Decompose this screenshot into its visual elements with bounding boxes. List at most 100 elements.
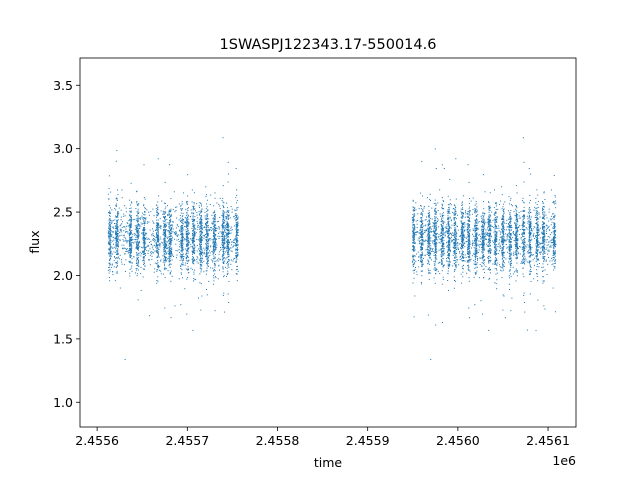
data-point	[199, 251, 201, 253]
data-point	[207, 258, 209, 260]
data-point	[157, 238, 159, 240]
data-point	[150, 251, 152, 253]
data-point	[156, 248, 158, 250]
data-point	[428, 212, 430, 214]
data-point	[146, 237, 148, 239]
data-point	[441, 213, 443, 215]
data-point	[133, 233, 135, 235]
data-point	[413, 236, 415, 238]
data-point	[447, 264, 449, 266]
data-point	[142, 234, 144, 236]
data-point	[413, 245, 415, 247]
data-point	[181, 240, 183, 242]
data-point	[496, 249, 498, 251]
data-point	[217, 260, 219, 262]
data-point	[136, 229, 138, 231]
data-point	[110, 247, 112, 249]
data-point	[192, 241, 194, 243]
data-point	[412, 224, 414, 226]
data-point	[181, 220, 183, 222]
data-point	[174, 231, 176, 233]
data-point	[474, 230, 476, 232]
data-point	[469, 317, 471, 319]
data-point	[222, 247, 224, 249]
data-point	[169, 247, 171, 249]
data-point	[207, 247, 209, 249]
data-point	[156, 235, 158, 237]
data-point	[130, 215, 132, 217]
data-point	[205, 227, 207, 229]
data-point	[467, 247, 469, 249]
data-point	[184, 216, 186, 218]
data-point	[222, 249, 224, 251]
data-point	[474, 222, 476, 224]
data-point	[193, 220, 195, 222]
data-point	[433, 202, 435, 204]
data-point	[143, 234, 145, 236]
data-point	[428, 278, 430, 280]
data-point	[180, 257, 182, 259]
data-point	[109, 249, 111, 251]
data-point	[129, 204, 131, 206]
data-point	[453, 251, 455, 253]
data-point	[461, 213, 463, 215]
data-point	[137, 269, 139, 271]
data-point	[138, 242, 140, 244]
data-point	[462, 242, 464, 244]
data-point	[136, 269, 138, 271]
data-point	[476, 218, 478, 220]
data-point	[228, 225, 230, 227]
data-point	[196, 212, 198, 213]
data-point	[110, 267, 112, 268]
data-point	[168, 223, 170, 225]
data-point	[152, 230, 154, 232]
data-point	[137, 220, 139, 222]
data-point	[191, 250, 193, 252]
data-point	[209, 250, 211, 252]
data-point	[182, 236, 184, 238]
data-point	[200, 230, 202, 232]
data-point	[436, 268, 438, 270]
data-point	[223, 217, 225, 219]
data-point	[429, 198, 431, 200]
data-point	[448, 221, 450, 223]
data-point	[143, 268, 145, 270]
data-point	[137, 212, 139, 214]
data-point	[422, 222, 424, 224]
data-point	[455, 251, 457, 253]
data-point	[447, 230, 449, 232]
data-point	[455, 265, 457, 267]
data-point	[187, 210, 189, 212]
data-point	[454, 242, 456, 244]
data-point	[420, 260, 422, 262]
data-point	[420, 246, 422, 248]
data-point	[144, 247, 146, 249]
data-point	[440, 254, 442, 256]
data-point	[129, 257, 131, 259]
data-point	[441, 263, 443, 265]
data-point	[185, 253, 187, 255]
data-point	[227, 246, 229, 248]
data-point	[164, 256, 166, 258]
data-point	[469, 246, 471, 248]
data-point	[163, 240, 165, 242]
data-point	[482, 222, 484, 224]
data-point	[236, 229, 238, 231]
data-point	[210, 259, 212, 261]
data-point	[441, 207, 443, 209]
data-point	[187, 240, 189, 242]
data-point	[206, 227, 208, 229]
data-point	[130, 248, 132, 250]
data-point	[187, 216, 189, 218]
data-point	[156, 219, 158, 221]
data-point	[434, 231, 436, 233]
data-point	[181, 249, 183, 251]
data-point	[476, 256, 478, 257]
data-point	[130, 226, 132, 228]
data-point	[455, 231, 457, 233]
data-point	[454, 257, 456, 259]
data-point	[133, 256, 135, 258]
data-point	[201, 231, 203, 233]
data-point	[234, 245, 236, 247]
data-point	[136, 267, 138, 269]
